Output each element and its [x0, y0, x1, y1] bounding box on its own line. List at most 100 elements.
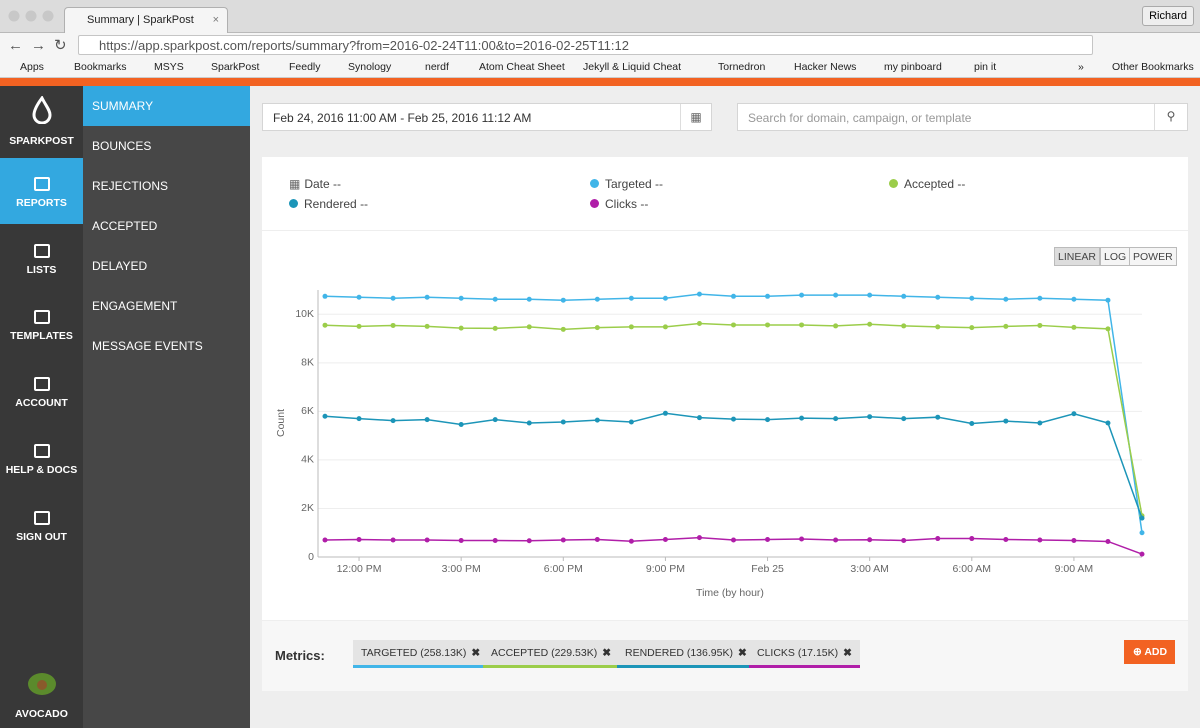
- bookmark[interactable]: Apps: [20, 61, 44, 73]
- sub-nav-item[interactable]: BOUNCES: [92, 139, 152, 153]
- data-point: [799, 322, 805, 328]
- sub-nav-item[interactable]: MESSAGE EVENTS: [92, 339, 203, 353]
- legend-label: Rendered: [304, 197, 357, 211]
- search-button[interactable]: ⚲: [1154, 104, 1187, 130]
- bookmark[interactable]: nerdf: [425, 61, 449, 73]
- data-point: [492, 296, 498, 302]
- add-metric-button[interactable]: ⊕ ADD: [1124, 640, 1175, 664]
- data-point: [1105, 326, 1111, 332]
- data-point: [628, 295, 634, 301]
- nav-label: ACCOUNT: [15, 397, 68, 410]
- data-point: [731, 322, 736, 328]
- nav-item[interactable]: SIGN OUT: [0, 492, 83, 558]
- bookmark[interactable]: Synology: [348, 61, 392, 73]
- bookmark[interactable]: Other Bookmarks: [1112, 61, 1194, 73]
- data-point: [901, 323, 907, 329]
- bookmark[interactable]: Hacker News: [794, 61, 857, 73]
- nav-item[interactable]: TEMPLATES: [0, 291, 83, 357]
- nav-item[interactable]: HELP & DOCS: [0, 425, 83, 491]
- chip-remove[interactable]: ✖: [737, 647, 747, 659]
- date-range-input[interactable]: Feb 24, 2016 11:00 AM - Feb 25, 2016 11:…: [262, 103, 712, 131]
- data-point: [628, 324, 634, 330]
- data-point: [935, 414, 941, 420]
- nav-item[interactable]: LISTS: [0, 225, 83, 291]
- nav-buttons[interactable]: ←→↻: [8, 37, 75, 54]
- x-tick-label: 6:00 PM: [544, 563, 583, 575]
- y-tick-label: 10K: [295, 308, 314, 320]
- sub-nav-item[interactable]: ACCEPTED: [92, 219, 158, 233]
- data-point: [1071, 324, 1077, 330]
- chip-label: CLICKS (17.15K): [757, 647, 839, 659]
- data-point: [969, 536, 975, 542]
- data-point: [424, 294, 430, 300]
- sub-nav-item[interactable]: DELAYED: [92, 259, 148, 273]
- data-point: [662, 537, 668, 543]
- nav-item[interactable]: REPORTS: [0, 158, 83, 224]
- nav-item[interactable]: ACCOUNT: [0, 358, 83, 424]
- bookmark[interactable]: pin it: [974, 61, 997, 73]
- bookmark[interactable]: Jekyll & Liquid Cheat: [583, 61, 682, 73]
- x-tick-label: Feb 25: [751, 563, 784, 575]
- readout-label: Date: [304, 177, 330, 191]
- address-bar: ←→↻ https://app.sparkpost.com/reports/su…: [0, 33, 1200, 57]
- bookmark[interactable]: my pinboard: [884, 61, 942, 73]
- metric-chip[interactable]: CLICKS (17.15K) ✖: [749, 640, 860, 668]
- sub-nav-item[interactable]: ENGAGEMENT: [92, 299, 178, 313]
- sub-nav-item[interactable]: SUMMARY: [83, 86, 250, 126]
- calendar-button[interactable]: ▦: [680, 104, 711, 130]
- data-point: [1037, 322, 1043, 328]
- scale-button[interactable]: LINEAR: [1054, 247, 1100, 266]
- main-nav: SPARKPOST AVOCADO REPORTS LISTS TEMPLATES A…: [0, 86, 83, 728]
- legend-item: Rendered --: [289, 197, 368, 211]
- search-input[interactable]: Search for domain, campaign, or template…: [737, 103, 1188, 131]
- x-tick-label: 12:00 PM: [337, 563, 382, 575]
- bookmark[interactable]: Tornedron: [718, 61, 766, 73]
- data-point: [1003, 537, 1009, 543]
- y-tick-label: 0: [308, 551, 314, 563]
- metric-chip[interactable]: RENDERED (136.95K) ✖: [617, 640, 755, 668]
- data-point: [662, 324, 668, 330]
- bookmarks-more[interactable]: »: [1078, 61, 1084, 73]
- chip-remove[interactable]: ✖: [843, 647, 852, 659]
- scale-button[interactable]: LOG: [1100, 247, 1131, 266]
- data-point: [492, 417, 498, 423]
- legend-label: Clicks: [605, 197, 637, 211]
- profile-button[interactable]: Richard: [1142, 6, 1194, 26]
- series-line: [324, 293, 1143, 533]
- bookmark[interactable]: Feedly: [289, 61, 321, 73]
- legend-item: Targeted --: [590, 177, 663, 191]
- top-stripe: [0, 78, 1200, 86]
- bookmark[interactable]: MSYS: [154, 61, 184, 73]
- data-point: [969, 421, 975, 426]
- bookmark[interactable]: SparkPost: [211, 61, 260, 73]
- bookmarks-bar: Apps Bookmarks MSYS SparkPost Feedly Synology…: [0, 57, 1200, 78]
- data-point: [867, 321, 873, 327]
- data-point: [458, 537, 464, 543]
- bookmark[interactable]: Atom Cheat Sheet: [479, 61, 565, 73]
- data-point: [594, 417, 600, 423]
- data-point: [1003, 323, 1009, 329]
- data-point: [526, 420, 532, 426]
- data-point: [356, 416, 362, 422]
- chip-remove[interactable]: ✖: [602, 647, 612, 659]
- tab-close[interactable]: ×: [212, 14, 219, 26]
- browser-tab[interactable]: Summary | SparkPost ×: [64, 7, 228, 33]
- data-point: [867, 292, 873, 298]
- data-point: [322, 322, 328, 328]
- nav-label: LISTS: [26, 263, 57, 276]
- data-point: [356, 323, 362, 329]
- metric-chip[interactable]: TARGETED (258.13K) ✖: [353, 640, 489, 668]
- readout-value: --: [957, 177, 966, 191]
- scale-button[interactable]: POWER: [1129, 247, 1177, 266]
- url-field[interactable]: https://app.sparkpost.com/reports/summar…: [78, 35, 1093, 55]
- nav-label: SIGN OUT: [16, 530, 67, 543]
- metric-chip[interactable]: ACCEPTED (229.53K) ✖: [483, 640, 620, 668]
- tab-bar: Summary | SparkPost × Richard: [0, 0, 1200, 33]
- nav-icon: [33, 243, 50, 258]
- chip-remove[interactable]: ✖: [471, 647, 481, 659]
- user-name: Richard: [1149, 10, 1187, 22]
- sub-nav-item[interactable]: REJECTIONS: [92, 179, 169, 193]
- bookmark[interactable]: Bookmarks: [74, 61, 127, 73]
